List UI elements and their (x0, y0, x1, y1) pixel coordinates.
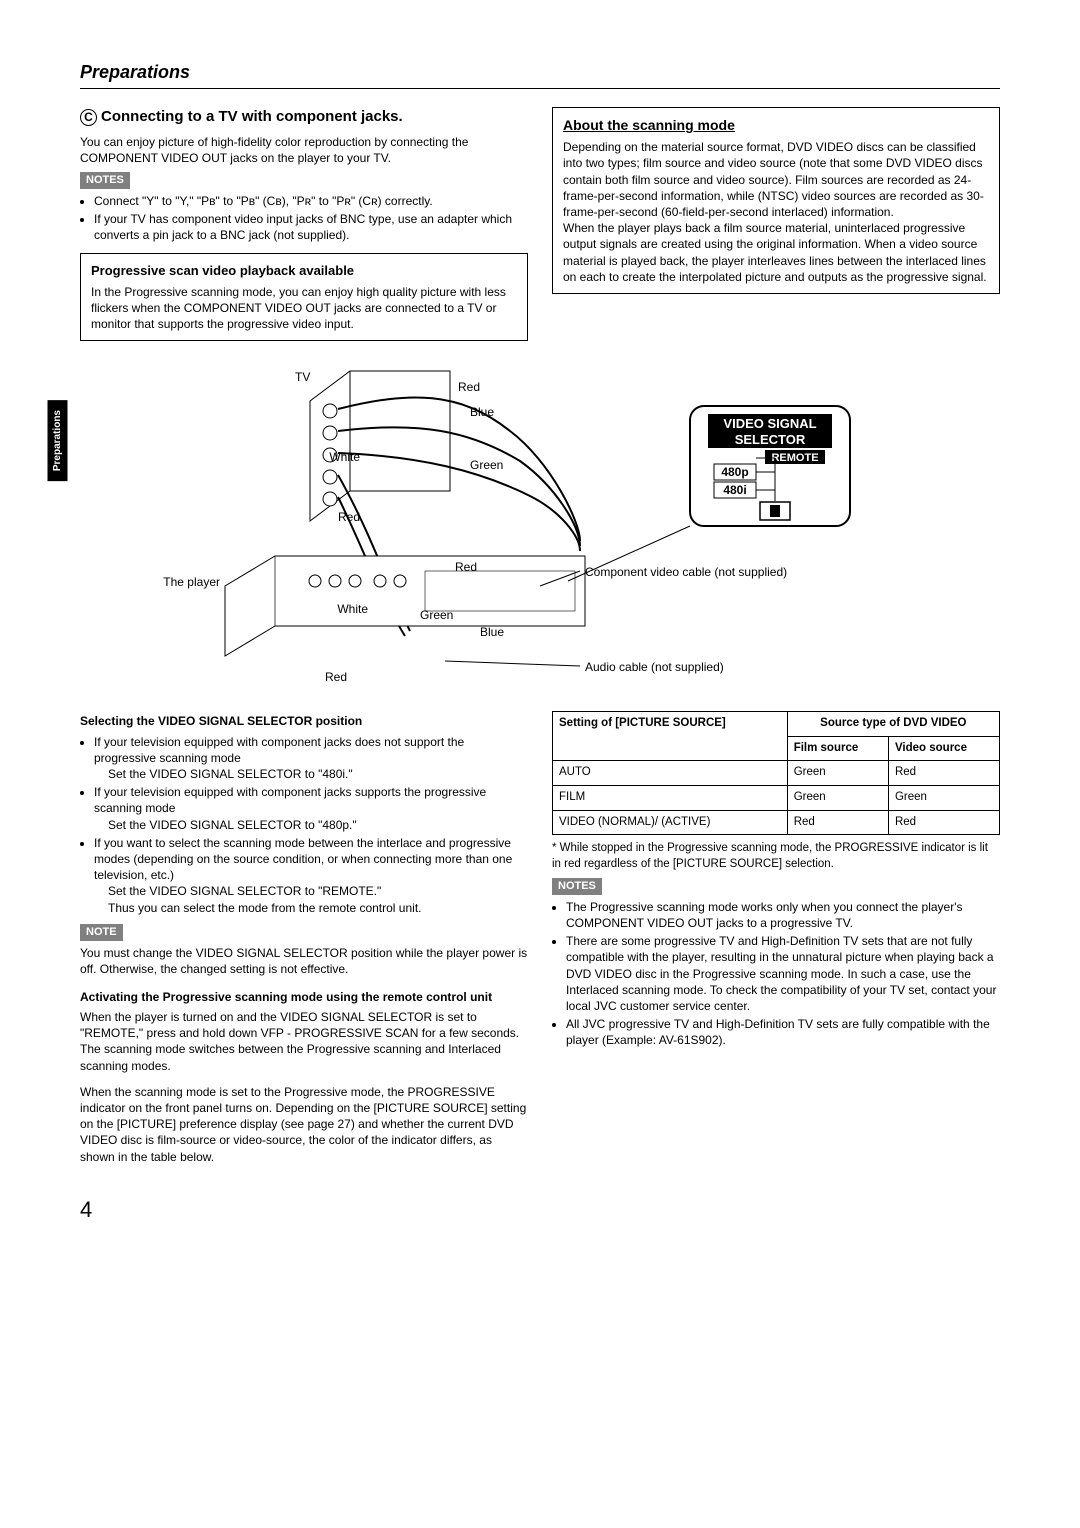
bottom-columns: Selecting the VIDEO SIGNAL SELECTOR posi… (80, 707, 1000, 1164)
activating-heading: Activating the Progressive scanning mode… (80, 989, 528, 1005)
page-title: Preparations (80, 60, 1000, 89)
selector-title2: SELECTOR (735, 432, 806, 447)
td: VIDEO (NORMAL)/ (ACTIVE) (553, 810, 788, 835)
right-notes-label: NOTES (552, 878, 602, 895)
table-row: AUTO Green Red (553, 761, 1000, 786)
activating-p1: When the player is turned on and the VID… (80, 1009, 528, 1041)
section-c-heading-text: Connecting to a TV with component jacks. (101, 108, 403, 125)
activating-p2: The scanning mode switches between the P… (80, 1041, 528, 1073)
diag-player-label: The player (163, 575, 220, 589)
list-item-main: If your television equipped with compone… (94, 785, 486, 815)
page-number: 4 (80, 1195, 1000, 1225)
selector-480p: 480p (721, 465, 748, 479)
td: Red (888, 761, 999, 786)
td: Green (787, 785, 888, 810)
selector-remote: REMOTE (771, 452, 818, 464)
diag-tv-label: TV (295, 370, 310, 384)
circled-c-icon: C (80, 109, 97, 126)
side-tab: Preparations (48, 400, 68, 481)
left-bottom-col: Selecting the VIDEO SIGNAL SELECTOR posi… (80, 707, 528, 1164)
source-table: Setting of [PICTURE SOURCE] Source type … (552, 711, 1000, 835)
section-c-heading: CConnecting to a TV with component jacks… (80, 107, 528, 127)
selector-480i: 480i (723, 483, 746, 497)
selector-list: If your television equipped with compone… (80, 734, 528, 916)
right-bottom-col: Setting of [PICTURE SOURCE] Source type … (552, 707, 1000, 1164)
progressive-box-body: In the Progressive scanning mode, you ca… (91, 284, 517, 333)
diag-color-red: Red (458, 380, 480, 394)
list-item-sub: Set the VIDEO SIGNAL SELECTOR to "REMOTE… (108, 883, 528, 899)
about-box-body2: When the player plays back a film source… (563, 220, 989, 285)
right-top-col: About the scanning mode Depending on the… (552, 107, 1000, 341)
list-item-sub: Set the VIDEO SIGNAL SELECTOR to "480p." (108, 817, 528, 833)
diag-audio-cable-label: Audio cable (not supplied) (585, 660, 724, 674)
th-setting: Setting of [PICTURE SOURCE] (553, 712, 788, 761)
table-row: VIDEO (NORMAL)/ (ACTIVE) Red Red (553, 810, 1000, 835)
diag-color-red: Red (455, 560, 477, 574)
about-box: About the scanning mode Depending on the… (552, 107, 1000, 294)
diag-color-green: Green (420, 608, 453, 622)
list-item-main: If you want to select the scanning mode … (94, 836, 512, 882)
td: FILM (553, 785, 788, 810)
note-body: You must change the VIDEO SIGNAL SELECTO… (80, 945, 528, 977)
list-item-main: If your television equipped with compone… (94, 735, 464, 765)
diag-color-green: Green (470, 458, 503, 472)
list-item-sub2: Thus you can select the mode from the re… (108, 900, 528, 916)
list-item: If you want to select the scanning mode … (94, 835, 528, 916)
note-item: The Progressive scanning mode works only… (566, 899, 1000, 931)
left-top-col: CConnecting to a TV with component jacks… (80, 107, 528, 341)
activating-p3: When the scanning mode is set to the Pro… (80, 1084, 528, 1165)
diag-color-red: Red (325, 670, 347, 684)
th-video: Video source (888, 736, 999, 761)
selector-heading: Selecting the VIDEO SIGNAL SELECTOR posi… (80, 713, 528, 729)
th-film: Film source (787, 736, 888, 761)
list-item-sub: Set the VIDEO SIGNAL SELECTOR to "480i." (108, 766, 528, 782)
note-item: There are some progressive TV and High-D… (566, 933, 1000, 1014)
note-item: If your TV has component video input jac… (94, 211, 528, 243)
table-row: Setting of [PICTURE SOURCE] Source type … (553, 712, 1000, 737)
td: AUTO (553, 761, 788, 786)
progressive-box: Progressive scan video playback availabl… (80, 253, 528, 341)
top-columns: CConnecting to a TV with component jacks… (80, 107, 1000, 341)
note-item: All JVC progressive TV and High-Definiti… (566, 1016, 1000, 1048)
td: Green (888, 785, 999, 810)
list-item: If your television equipped with compone… (94, 734, 528, 783)
note-item: Connect "Y" to "Y," "Pʙ" to "Pʙ" (Cʙ), "… (94, 193, 528, 209)
diag-comp-cable-label: Component video cable (not supplied) (585, 565, 787, 579)
connection-diagram: TV Red Blue White Green Red The player R… (80, 361, 1000, 691)
section-c-notes: Connect "Y" to "Y," "Pʙ" to "Pʙ" (Cʙ), "… (80, 193, 528, 244)
td: Red (787, 810, 888, 835)
section-c-intro: You can enjoy picture of high-fidelity c… (80, 134, 528, 166)
td: Red (888, 810, 999, 835)
about-box-title: About the scanning mode (563, 116, 989, 135)
list-item: If your television equipped with compone… (94, 784, 528, 833)
right-notes-list: The Progressive scanning mode works only… (552, 899, 1000, 1049)
diag-color-white: White (337, 602, 368, 616)
progressive-box-title: Progressive scan video playback availabl… (91, 262, 517, 280)
diag-color-blue: Blue (480, 625, 504, 639)
th-sourcetype: Source type of DVD VIDEO (787, 712, 999, 737)
table-footnote: * While stopped in the Progressive scann… (552, 841, 1000, 872)
note-label: NOTE (80, 924, 123, 941)
selector-title1: VIDEO SIGNAL (723, 416, 816, 431)
about-box-body1: Depending on the material source format,… (563, 139, 989, 220)
diag-color-white: White (329, 450, 360, 464)
table-row: FILM Green Green (553, 785, 1000, 810)
notes-label: NOTES (80, 172, 130, 189)
td: Green (787, 761, 888, 786)
